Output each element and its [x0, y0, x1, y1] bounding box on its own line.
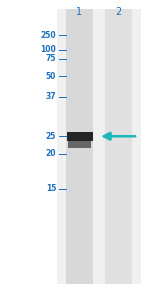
Bar — [57, 9, 141, 284]
Text: 75: 75 — [46, 54, 56, 63]
Text: 37: 37 — [46, 92, 56, 101]
Text: 1: 1 — [76, 7, 82, 17]
Text: 25: 25 — [46, 132, 56, 141]
Text: 250: 250 — [41, 31, 56, 40]
Bar — [105, 9, 132, 284]
Text: 100: 100 — [40, 45, 56, 54]
Text: 50: 50 — [46, 72, 56, 81]
Bar — [68, 141, 91, 148]
Text: 20: 20 — [46, 149, 56, 158]
Bar — [66, 9, 93, 284]
Text: 2: 2 — [115, 7, 122, 17]
Text: 15: 15 — [46, 185, 56, 193]
Bar — [67, 132, 93, 141]
